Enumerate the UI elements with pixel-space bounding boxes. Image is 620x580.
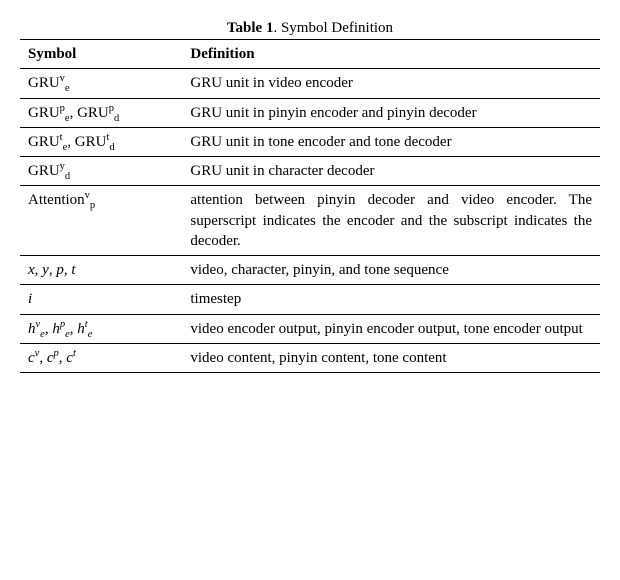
table-header-row: Symbol Definition <box>20 40 600 69</box>
table-row: itimestep <box>20 285 600 314</box>
symbol-cell: x, y, p, t <box>20 256 182 285</box>
definition-cell: GRU unit in pinyin encoder and pinyin de… <box>182 98 600 127</box>
symbol-cell: i <box>20 285 182 314</box>
symbol-cell: cv, cp, ct <box>20 343 182 372</box>
header-symbol: Symbol <box>20 40 182 69</box>
header-definition: Definition <box>182 40 600 69</box>
table-caption: Table 1. Symbol Definition <box>20 20 600 37</box>
definition-cell: attention between pinyin decoder and vid… <box>182 186 600 256</box>
table-row: hve, hpe, htevideo encoder output, pinyi… <box>20 314 600 343</box>
table-row: GRUpe, GRUpdGRU unit in pinyin encoder a… <box>20 98 600 127</box>
definition-cell: video encoder output, pinyin encoder out… <box>182 314 600 343</box>
definition-cell: timestep <box>182 285 600 314</box>
table-body: GRUveGRU unit in video encoderGRUpe, GRU… <box>20 69 600 373</box>
table-row: x, y, p, tvideo, character, pinyin, and … <box>20 256 600 285</box>
symbol-cell: GRUte, GRUtd <box>20 127 182 156</box>
table-row: cv, cp, ctvideo content, pinyin content,… <box>20 343 600 372</box>
definition-cell: GRU unit in tone encoder and tone decode… <box>182 127 600 156</box>
symbol-cell: hve, hpe, hte <box>20 314 182 343</box>
caption-text: . Symbol Definition <box>273 20 393 36</box>
table-row: Attentionvpattention between pinyin deco… <box>20 186 600 256</box>
symbol-cell: GRUve <box>20 69 182 98</box>
caption-label: Table 1 <box>227 20 274 36</box>
table-row: GRUveGRU unit in video encoder <box>20 69 600 98</box>
symbol-cell: Attentionvp <box>20 186 182 256</box>
table-row: GRUte, GRUtdGRU unit in tone encoder and… <box>20 127 600 156</box>
table-row: GRUydGRU unit in character decoder <box>20 157 600 186</box>
symbol-cell: GRUpe, GRUpd <box>20 98 182 127</box>
definition-cell: GRU unit in video encoder <box>182 69 600 98</box>
definition-cell: video content, pinyin content, tone cont… <box>182 343 600 372</box>
definition-cell: video, character, pinyin, and tone seque… <box>182 256 600 285</box>
symbol-cell: GRUyd <box>20 157 182 186</box>
symbol-definition-table: Symbol Definition GRUveGRU unit in video… <box>20 39 600 373</box>
definition-cell: GRU unit in character decoder <box>182 157 600 186</box>
